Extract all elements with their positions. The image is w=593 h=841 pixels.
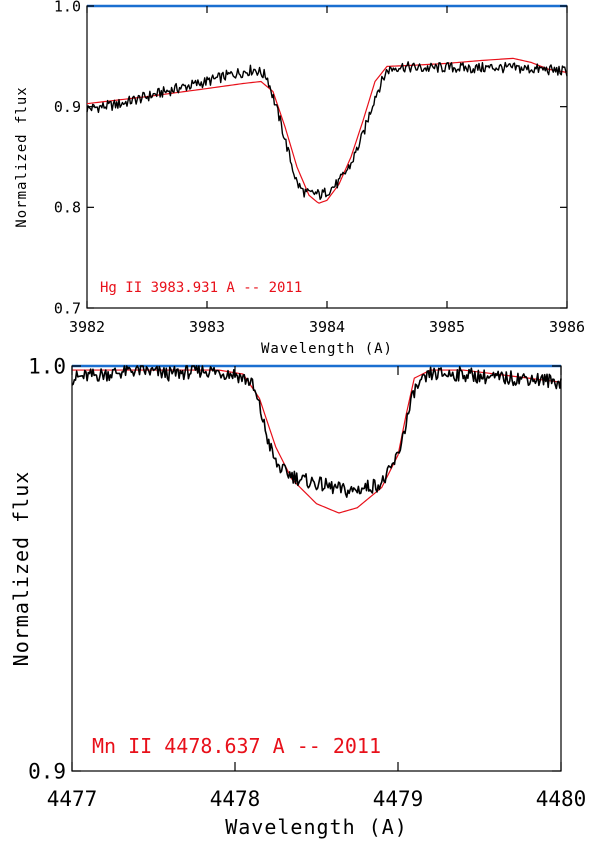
plot-frame <box>71 365 562 772</box>
y-axis-label: Normalized flux <box>9 471 33 667</box>
line-annotation: Mn II 4478.637 A -- 2011 <box>92 734 381 758</box>
y-tick-label: 1.0 <box>54 0 81 15</box>
y-tick-label: 1.0 <box>28 354 66 378</box>
x-tick-label: 4479 <box>373 787 424 811</box>
x-tick-label: 3983 <box>189 318 225 336</box>
plot-frame <box>86 5 568 309</box>
x-axis-label: Wavelength (A) <box>261 341 393 357</box>
axis-ticks: 4477 4478 4479 4480 0.9 1.0 <box>28 354 586 811</box>
x-axis-label: Wavelength (A) <box>225 815 408 839</box>
x-tick-label: 3986 <box>549 318 585 336</box>
x-tick-label: 4478 <box>210 787 261 811</box>
observed-series-line <box>86 61 568 200</box>
y-tick-label: 0.9 <box>54 98 81 116</box>
model-series-line <box>86 57 568 204</box>
axis-ticks: 3982 3983 3984 3985 3986 0.7 0.8 0.9 1.0 <box>54 0 585 336</box>
x-tick-label: 3982 <box>69 318 105 336</box>
model-series-line <box>72 369 562 514</box>
y-axis-label: Normalized flux <box>14 86 30 227</box>
y-tick-label: 0.9 <box>28 759 66 783</box>
panel-mn-ii: 4477 4478 4479 4480 0.9 1.0 Mn II 4478.637 A … <box>9 354 586 839</box>
x-tick-label: 4477 <box>47 787 98 811</box>
line-annotation: Hg II 3983.931 A -- 2011 <box>100 280 302 296</box>
y-tick-label: 0.7 <box>54 299 81 317</box>
x-tick-label: 3984 <box>309 318 345 336</box>
observed-series-line <box>71 365 562 498</box>
panel-hg-ii: 3982 3983 3984 3985 3986 0.7 0.8 0.9 1.0 Hg II 3… <box>14 0 585 357</box>
y-tick-label: 0.8 <box>54 199 81 217</box>
x-tick-label: 4480 <box>536 787 587 811</box>
x-tick-label: 3985 <box>429 318 465 336</box>
